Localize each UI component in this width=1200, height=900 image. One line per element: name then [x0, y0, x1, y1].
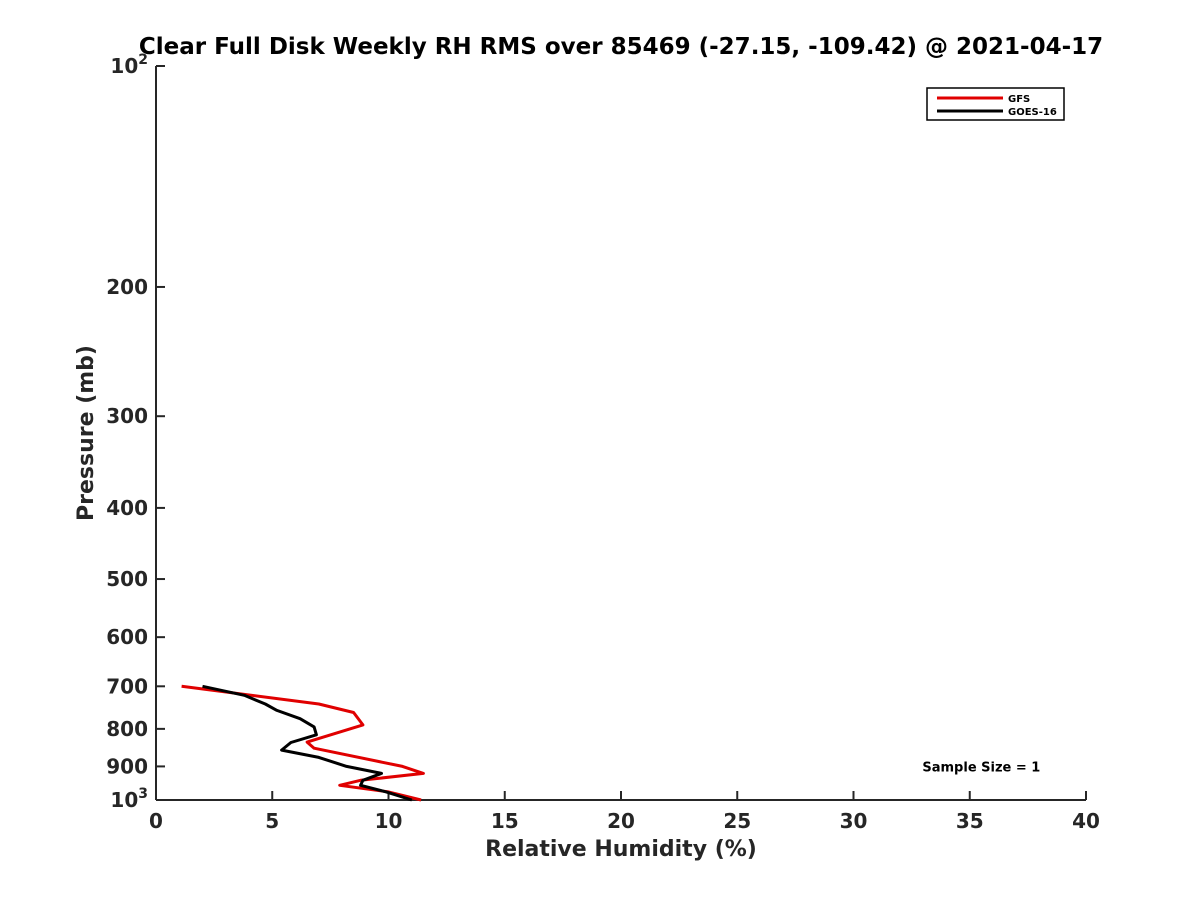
chart-title: Clear Full Disk Weekly RH RMS over 85469… [139, 34, 1103, 60]
annotations: Sample Size = 1 [922, 760, 1040, 775]
x-tick-label: 20 [607, 809, 635, 833]
x-tick-label: 5 [265, 809, 279, 833]
y-tick-label: 900 [106, 754, 148, 778]
x-axis-label: Relative Humidity (%) [485, 837, 757, 862]
legend-items: GFS GOES-16 [937, 94, 1057, 118]
y-tick-label: 500 [106, 567, 148, 591]
series-line-goes-16 [202, 684, 413, 802]
x-tick-label: 30 [840, 809, 868, 833]
x-tick-label: 0 [149, 809, 163, 833]
y-ticks: 102 200 300 400 500 600 700 800 900 103 [106, 52, 165, 812]
y-tick-label: 200 [106, 275, 148, 299]
y-tick-label: 103 [110, 786, 148, 812]
axes [155, 66, 1086, 801]
x-tick-label: 15 [491, 809, 519, 833]
x-ticks: 0 5 10 15 20 25 30 35 40 [149, 791, 1100, 833]
y-tick-label: 800 [106, 717, 148, 741]
y-tick-label: 300 [106, 404, 148, 428]
sample-size-annotation: Sample Size = 1 [922, 760, 1040, 775]
legend-box [926, 87, 1065, 121]
series-line-gfs [181, 684, 425, 802]
y-tick-label: 102 [110, 52, 148, 78]
legend: GFS GOES-16 [926, 87, 1065, 121]
legend-label: GFS [1008, 94, 1030, 105]
x-tick-label: 35 [956, 809, 984, 833]
x-tick-label: 10 [375, 809, 403, 833]
y-tick-label: 700 [106, 674, 148, 698]
y-tick-label: 600 [106, 625, 148, 649]
x-tick-label: 40 [1072, 809, 1100, 833]
series-group [181, 684, 425, 802]
legend-label: GOES-16 [1008, 107, 1057, 118]
y-tick-label: 400 [106, 496, 148, 520]
y-axis-label: Pressure (mb) [74, 345, 99, 521]
x-tick-label: 25 [723, 809, 751, 833]
